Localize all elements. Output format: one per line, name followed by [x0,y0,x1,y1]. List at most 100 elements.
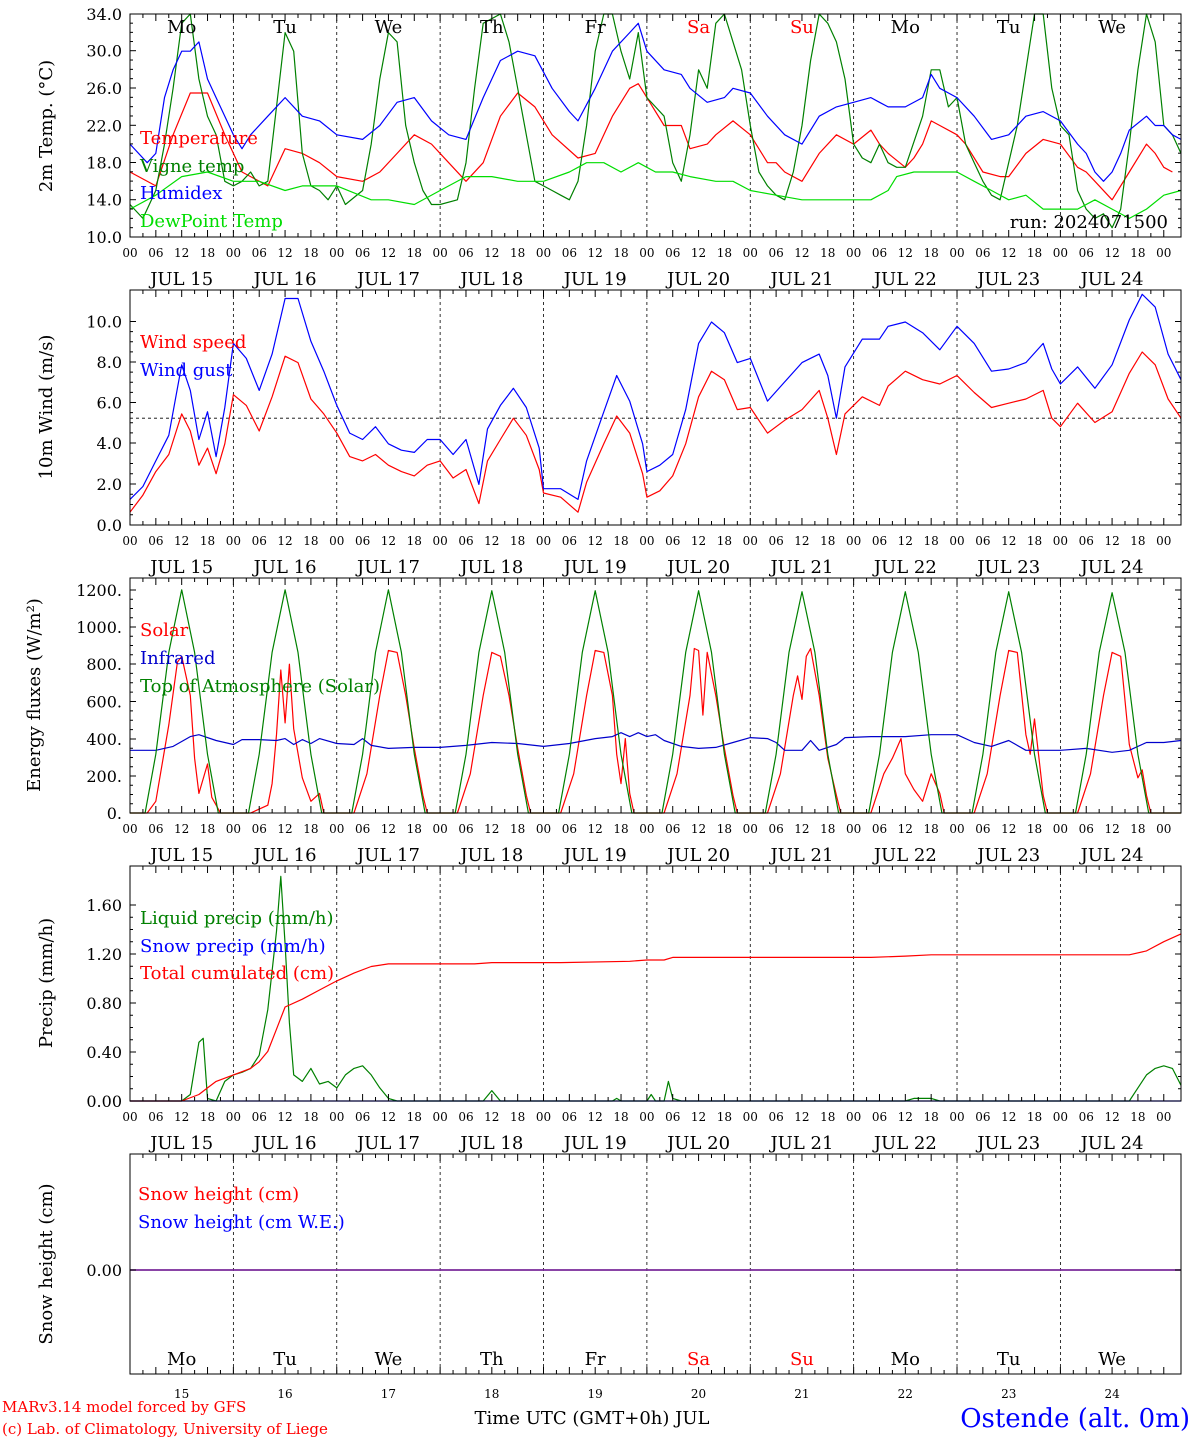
date-label: JUL 23 [975,1133,1040,1154]
panel-5: 0.00 Snow height (cm) Snow height (cm) Snow… [36,1153,1182,1401]
hour-label: 18 [407,1110,422,1124]
date-label: JUL 23 [975,845,1040,866]
date-label: JUL 17 [355,1133,420,1154]
legend-entry: Top of Atmosphere (Solar) [140,676,380,697]
hour-label: 18 [924,246,939,260]
hour-label: 12 [898,246,913,260]
date-label: JUL 16 [252,1133,317,1154]
hour-label: 12 [691,534,706,548]
date-label: JUL 17 [355,845,420,866]
hour-label: 12 [277,246,292,260]
y-tick-label: 800. [86,655,122,674]
y-tick-label: 1.60 [86,896,122,915]
y-tick-label: 2.0 [97,475,122,494]
hour-label: 06 [975,246,990,260]
y-tick-label: 6.0 [97,394,122,413]
hour-label: 00 [432,534,447,548]
hour-label: 18 [303,822,318,836]
hour-label: 12 [588,822,603,836]
weekday-label: Mo [167,1349,196,1370]
hour-label: 18 [200,1110,215,1124]
plot-frame [129,1153,1182,1375]
date-label: JUL 23 [975,557,1040,578]
hour-label: 12 [381,822,396,836]
hour-label: 06 [148,534,163,548]
legend-entry: Wind gust [140,360,233,381]
date-label: JUL 23 [975,269,1040,290]
hour-label: 06 [768,822,783,836]
hour-label: 18 [613,534,628,548]
date-label: JUL 17 [355,557,420,578]
hour-label: 18 [510,1110,525,1124]
y-tick-label: 10.0 [86,228,122,247]
date-label: JUL 19 [562,557,627,578]
weekday-label: Mo [891,17,920,38]
day-number: 24 [1104,1387,1120,1401]
hour-label: 18 [407,246,422,260]
hour-label: 18 [303,246,318,260]
hour-label: 06 [252,246,267,260]
hour-label: 06 [1079,246,1094,260]
hour-label: 00 [1156,822,1171,836]
hour-label: 12 [794,822,809,836]
hour-label: 00 [536,534,551,548]
hour-label: 18 [510,534,525,548]
series-line [130,875,1182,1102]
hour-label: 06 [872,1110,887,1124]
hour-label: 00 [329,822,344,836]
hour-label: 12 [1104,534,1119,548]
hour-label: 12 [277,822,292,836]
y-tick-label: 0.80 [86,994,122,1013]
legend-entry: Liquid precip (mm/h) [140,908,334,929]
date-label: JUL 18 [458,845,523,866]
date-label: JUL 24 [1079,845,1144,866]
hour-label: 00 [536,246,551,260]
weekday-label: Fr [585,1349,606,1370]
y-axis-title: 10m Wind (m/s) [36,335,57,480]
hour-label: 12 [588,1110,603,1124]
hour-label: 00 [432,246,447,260]
weekday-label: Th [480,17,504,38]
series-line [129,22,1182,182]
hour-label: 12 [277,534,292,548]
y-tick-label: 30.0 [86,42,122,61]
y-tick-label: 26.0 [86,79,122,98]
hour-label: 18 [1027,534,1042,548]
hour-label: 06 [1079,822,1094,836]
hour-label: 00 [743,534,758,548]
hour-label: 12 [174,822,189,836]
panel-4: 0.00 0.40 0.80 1.20 1.60 Precip (mm/h) Liquid … [36,865,1182,1154]
hour-label: 00 [949,1110,964,1124]
hour-label: 18 [1027,246,1042,260]
series-line [130,647,1181,814]
series-line [129,162,1182,219]
hour-label: 18 [1130,246,1145,260]
legend-entry: Solar [140,620,189,641]
hour-label: 00 [639,534,654,548]
day-number: 15 [174,1387,189,1401]
hour-label: 00 [846,534,861,548]
date-label: JUL 22 [872,269,937,290]
date-label: JUL 24 [1079,269,1144,290]
y-tick-label: 600. [86,693,122,712]
y-tick-label: 200. [86,767,122,786]
hour-label: 00 [122,822,137,836]
date-label: JUL 15 [148,269,213,290]
hour-label: 12 [691,822,706,836]
hour-label: 00 [329,246,344,260]
hour-label: 06 [975,1110,990,1124]
hour-label: 06 [665,534,680,548]
y-axis-title: Energy fluxes (W/m²) [24,598,45,792]
hour-label: 18 [510,246,525,260]
hour-label: 12 [1001,246,1016,260]
hour-label: 00 [122,246,137,260]
hour-label: 00 [226,534,241,548]
y-tick-label: 0.40 [86,1043,122,1062]
weekday-label: Tu [273,1349,297,1370]
hour-label: 00 [1053,1110,1068,1124]
hour-label: 06 [355,246,370,260]
hour-label: 06 [252,1110,267,1124]
date-label: JUL 19 [562,269,627,290]
day-number: 20 [691,1387,706,1401]
date-label: JUL 18 [458,1133,523,1154]
